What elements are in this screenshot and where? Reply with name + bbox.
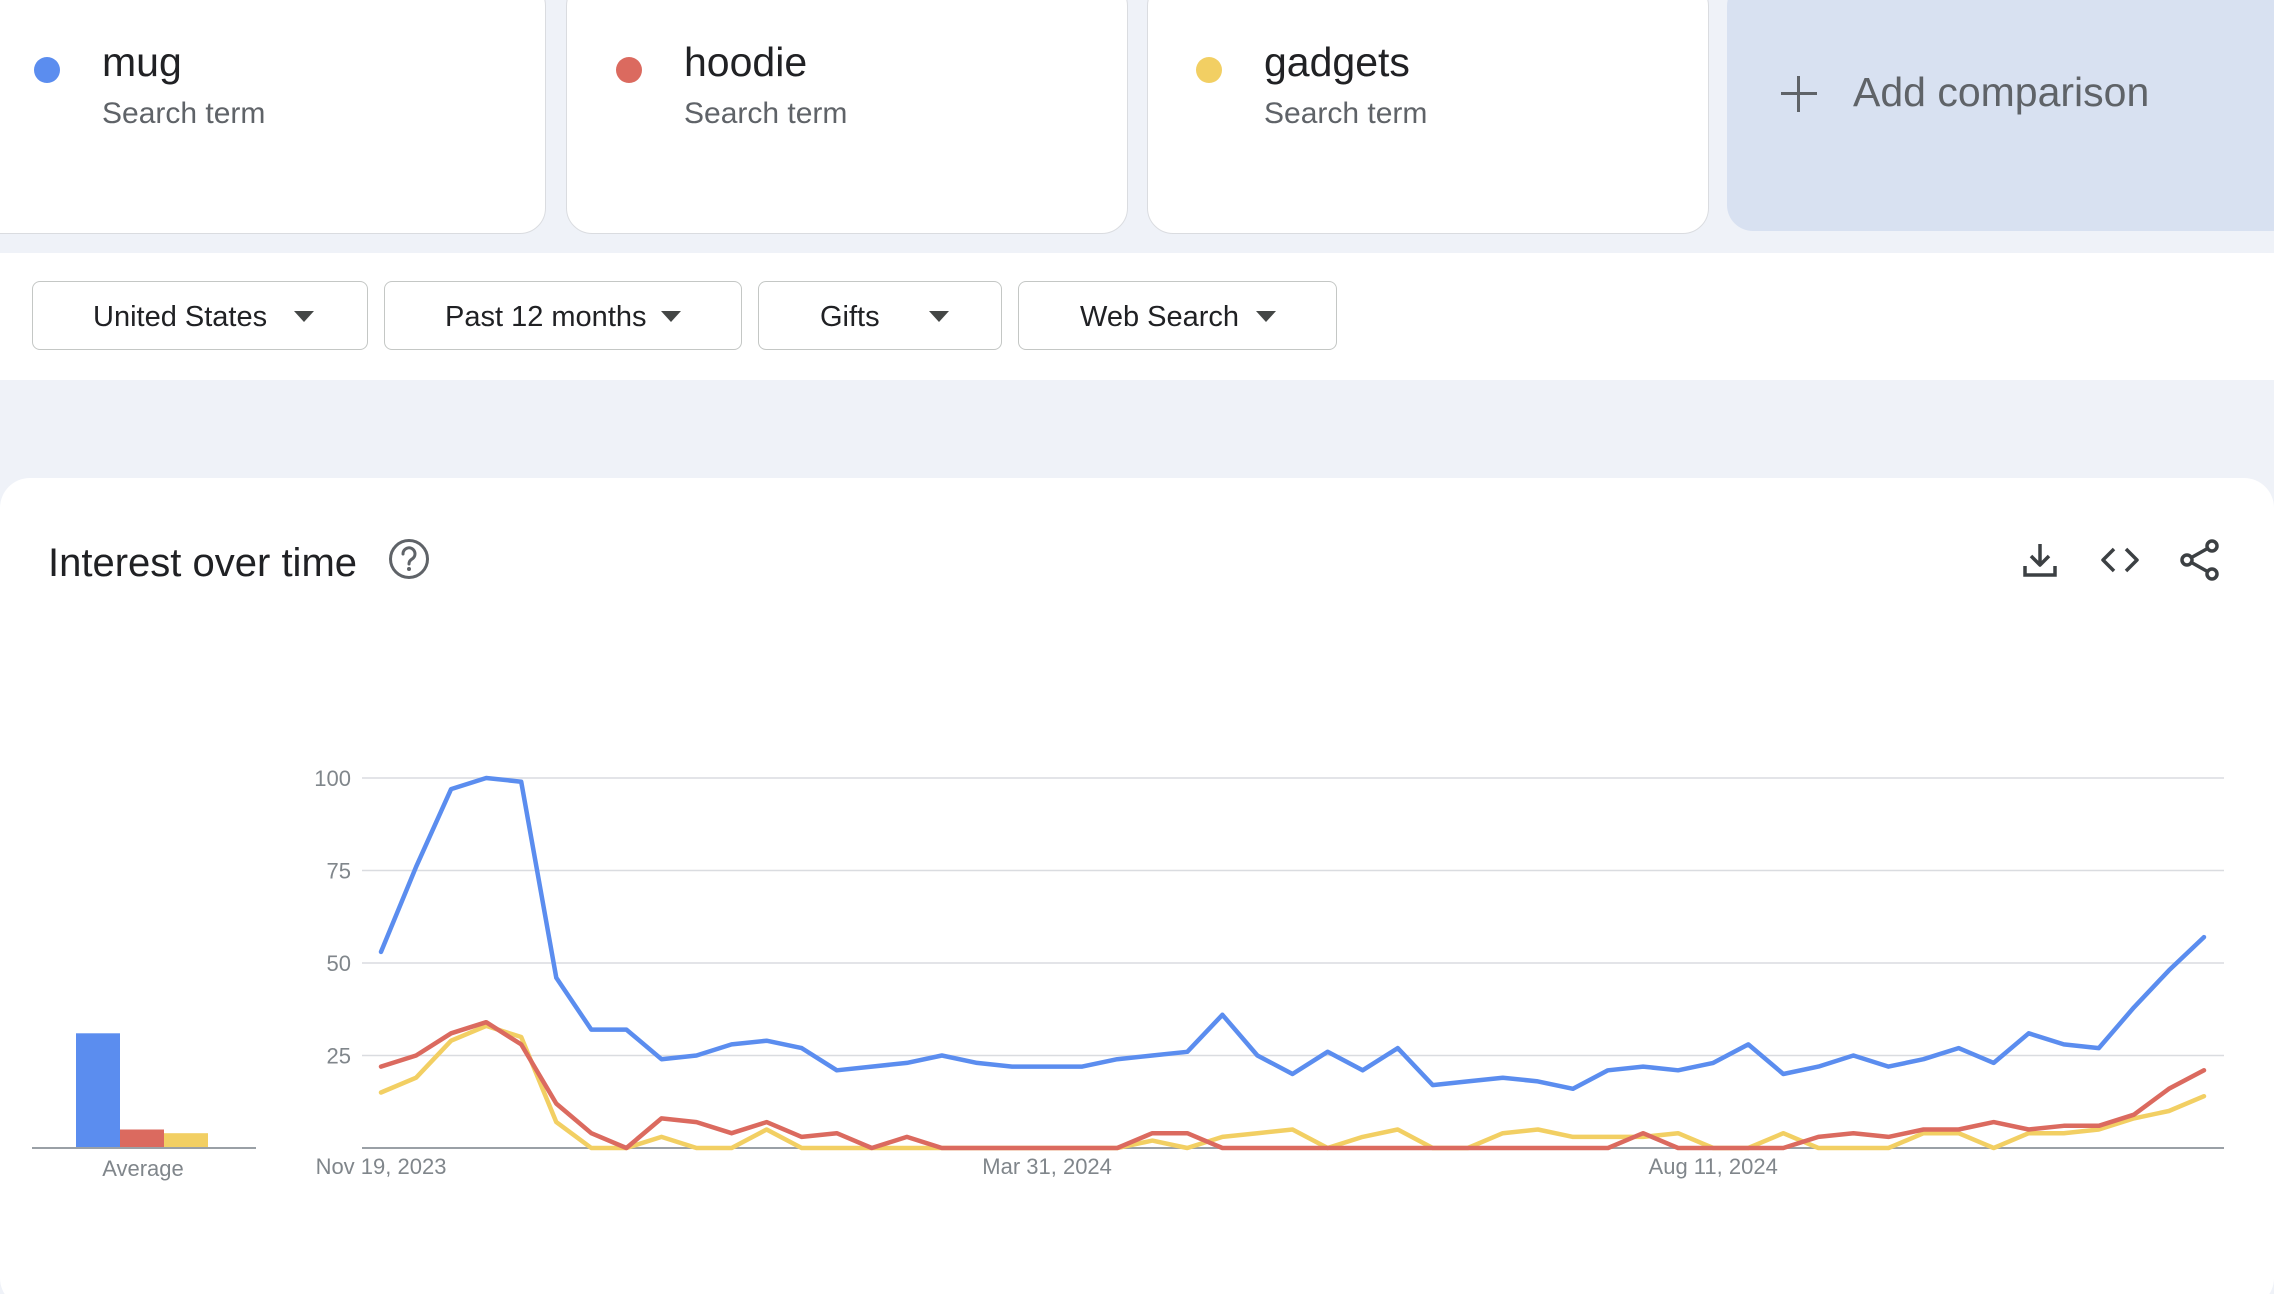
average-label: Average [102, 1156, 184, 1181]
term-color-dot [616, 57, 642, 83]
filter-label: Web Search [1080, 301, 1240, 333]
filter-region-dropdown[interactable]: United States [32, 281, 368, 350]
series-line-mug [378, 775, 2207, 1092]
add-comparison-label: Add comparison [1853, 69, 2150, 115]
dropdown-caret-icon [1256, 311, 1276, 322]
embed-code-icon[interactable] [2098, 538, 2142, 582]
filter-category-dropdown[interactable]: Gifts [758, 281, 1002, 350]
add-comparison-button[interactable]: Add comparison [1727, 0, 2274, 231]
filter-search-type-dropdown[interactable]: Web Search [1018, 281, 1337, 350]
y-tick-label: 100 [314, 766, 351, 791]
download-icon[interactable] [2018, 538, 2062, 582]
share-icon[interactable] [2178, 538, 2222, 582]
x-tick-label: Mar 31, 2024 [982, 1154, 1112, 1179]
term-card-hoodie[interactable]: hoodie Search term [566, 0, 1128, 234]
term-name: mug [102, 39, 182, 85]
help-circle-icon[interactable] [387, 537, 431, 581]
term-name: gadgets [1264, 39, 1410, 85]
term-subtitle: Search term [1264, 97, 1428, 130]
term-color-dot [34, 57, 60, 83]
series-line-gadgets [378, 1023, 2207, 1151]
y-tick-label: 75 [327, 859, 351, 884]
term-color-dot [1196, 57, 1222, 83]
series-line-hoodie [378, 1019, 2207, 1151]
average-bar-gadgets [164, 1133, 208, 1148]
term-card-gadgets[interactable]: gadgets Search term [1147, 0, 1709, 234]
dropdown-caret-icon [661, 311, 681, 322]
filter-label: United States [93, 301, 268, 333]
term-subtitle: Search term [684, 97, 848, 130]
filter-bar: United States Past 12 months Gifts Web S… [0, 253, 2274, 380]
dropdown-caret-icon [929, 311, 949, 322]
filter-time-range-dropdown[interactable]: Past 12 months [384, 281, 742, 350]
x-tick-label: Aug 11, 2024 [1649, 1154, 1778, 1179]
interest-over-time-card: Interest over time [0, 478, 2274, 1294]
filter-label: Gifts [820, 301, 880, 333]
filter-label: Past 12 months [445, 301, 647, 333]
dropdown-caret-icon [294, 311, 314, 322]
plus-icon [1781, 76, 1817, 112]
average-bar-hoodie [120, 1129, 164, 1148]
term-name: hoodie [684, 39, 808, 85]
y-tick-label: 50 [327, 951, 351, 976]
x-tick-label: Nov 19, 2023 [316, 1154, 447, 1179]
average-bar-mug [76, 1033, 120, 1148]
term-subtitle: Search term [102, 97, 266, 130]
y-tick-label: 25 [327, 1044, 351, 1069]
term-card-mug[interactable]: mug Search term [0, 0, 546, 234]
section-title: Interest over time [48, 541, 358, 585]
